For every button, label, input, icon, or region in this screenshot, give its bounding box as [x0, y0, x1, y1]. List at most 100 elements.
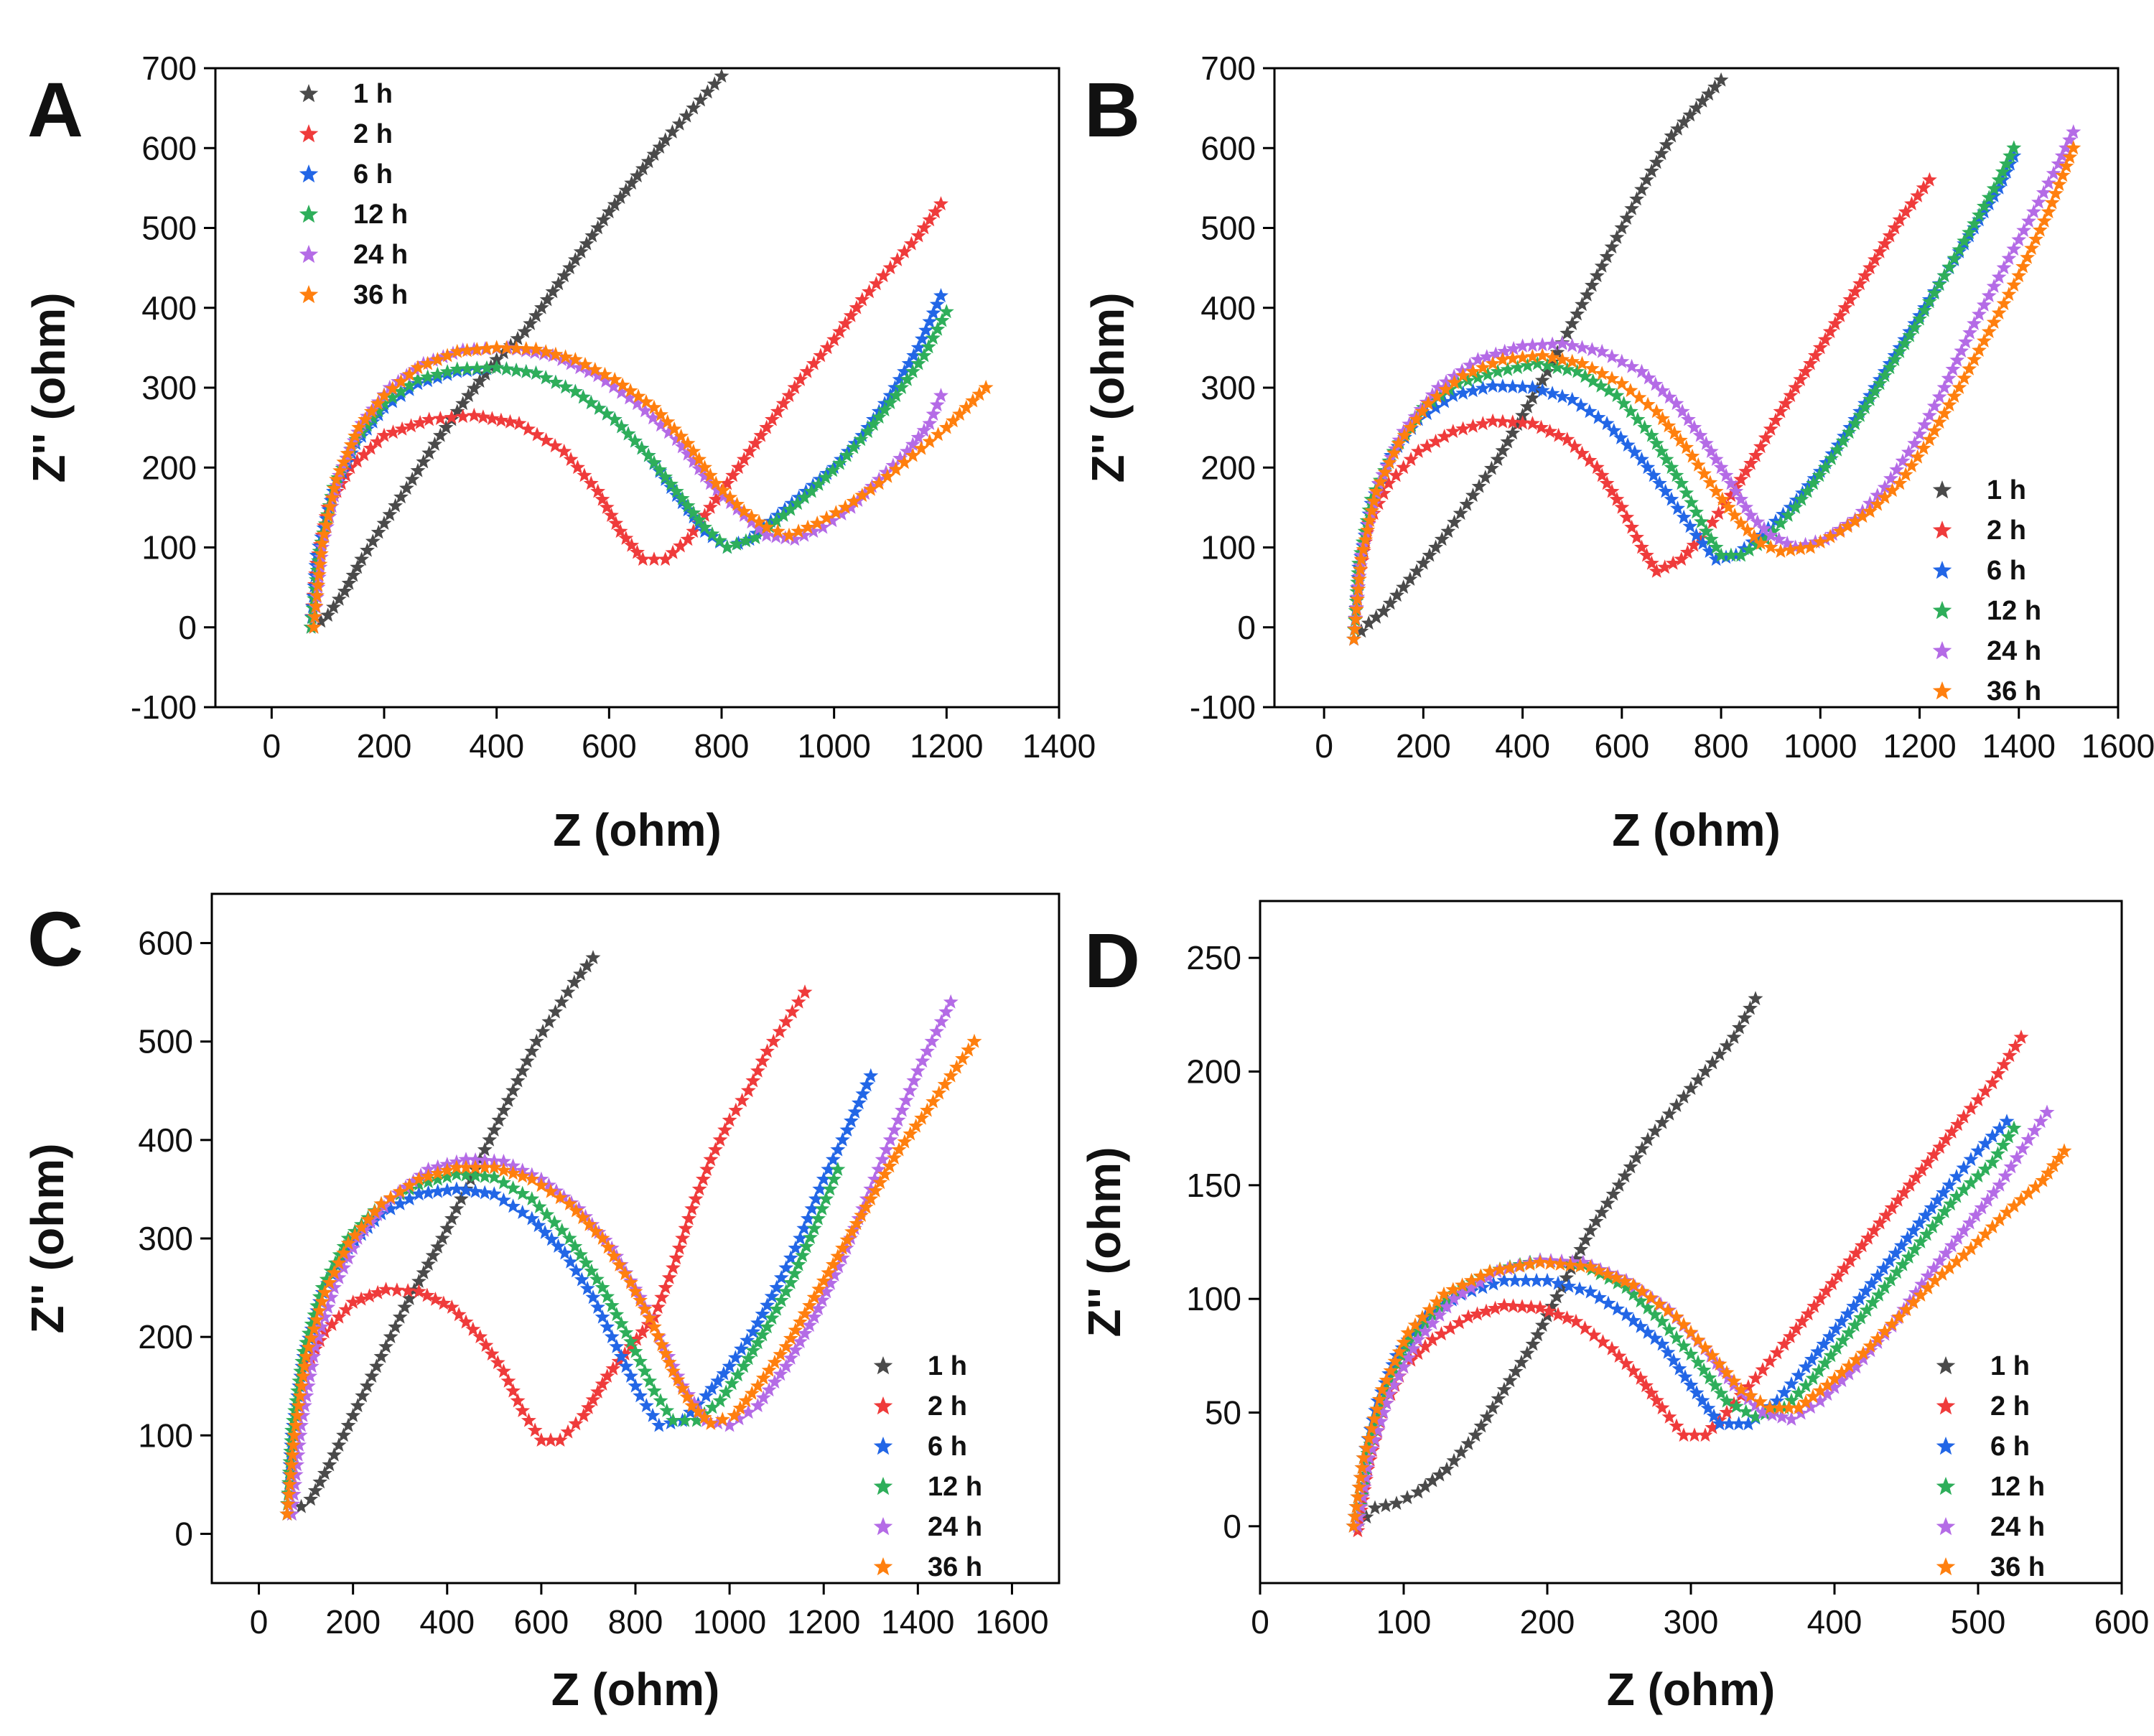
data-point-star: [1432, 1467, 1447, 1482]
data-point-star: [410, 371, 426, 386]
data-point-star: [295, 1407, 311, 1422]
data-point-star: [1847, 513, 1863, 528]
data-point-star: [551, 1238, 566, 1253]
data-point-star: [300, 1378, 316, 1393]
data-point-star: [1350, 591, 1366, 606]
data-point-star: [731, 1411, 747, 1426]
data-point-star: [1857, 399, 1873, 414]
data-point-star: [1409, 411, 1425, 426]
data-point-star: [1936, 380, 1952, 394]
data-point-star: [388, 498, 404, 513]
data-point-star: [1865, 1294, 1880, 1310]
data-point-star: [843, 307, 859, 322]
data-point-star: [1465, 363, 1481, 378]
data-point-star: [1803, 1399, 1819, 1414]
data-point-star: [1403, 452, 1419, 466]
data-point-star: [608, 515, 624, 530]
data-point-star: [510, 330, 526, 345]
data-point-star: [1661, 389, 1677, 404]
data-point-star: [1967, 215, 1982, 230]
data-point-star: [796, 1221, 812, 1236]
data-point-star: [595, 1279, 610, 1294]
data-point-star: [668, 1250, 684, 1265]
data-point-star: [1728, 483, 1744, 498]
data-point-star: [1824, 1276, 1840, 1290]
data-point-star: [595, 491, 610, 506]
data-point-star: [515, 1403, 531, 1417]
data-point-star: [755, 1390, 771, 1405]
data-point-star: [890, 252, 905, 266]
legend-marker-star: [299, 164, 319, 183]
data-point-star: [781, 388, 797, 402]
data-point-star: [1891, 1309, 1907, 1324]
data-point-star: [1601, 383, 1617, 398]
legend-label: 2 h: [928, 1391, 967, 1422]
data-point-star: [1414, 403, 1430, 419]
data-point-star: [397, 1299, 413, 1314]
data-point-star: [1921, 294, 1937, 309]
data-point-star: [825, 1152, 841, 1167]
data-point-star: [658, 132, 673, 146]
data-point-star: [1565, 1254, 1580, 1269]
data-point-star: [1647, 1123, 1663, 1138]
data-point-star: [717, 1122, 732, 1137]
data-point-star: [1633, 1293, 1649, 1308]
x-tick-label: 600: [1594, 727, 1649, 765]
y-tick-label: 700: [1200, 50, 1256, 87]
data-point-star: [556, 444, 572, 458]
series-6h: [303, 288, 948, 634]
data-point-star: [444, 409, 460, 424]
data-point-star: [1847, 1317, 1862, 1332]
data-point-star: [853, 431, 869, 447]
data-point-star: [595, 1231, 610, 1245]
data-point-star: [674, 439, 690, 454]
data-point-star: [1794, 491, 1809, 506]
data-point-star: [1378, 1498, 1394, 1513]
data-point-star: [1510, 360, 1526, 375]
data-point-star: [2008, 1038, 2023, 1053]
legend-marker-star: [1936, 1557, 1956, 1576]
data-point-star: [646, 1319, 662, 1334]
data-point-star: [949, 1059, 964, 1074]
data-point-star: [1768, 513, 1784, 528]
data-point-star: [1646, 467, 1661, 482]
data-point-star: [712, 1131, 728, 1147]
data-point-star: [336, 1260, 351, 1274]
data-point-star: [767, 1354, 783, 1369]
data-point-star: [690, 1404, 706, 1419]
data-point-star: [432, 411, 448, 425]
data-point-star: [765, 411, 780, 426]
legend-label: 6 h: [353, 159, 393, 190]
data-point-star: [430, 1183, 446, 1198]
legend-marker-star: [1932, 681, 1952, 700]
data-point-star: [770, 523, 785, 538]
series-layer: [1346, 72, 2081, 646]
data-point-star: [1950, 1116, 1966, 1131]
data-point-star: [1847, 416, 1863, 430]
data-point-star: [1949, 1169, 1964, 1183]
data-point-star: [1353, 561, 1369, 576]
data-point-star: [966, 1033, 982, 1048]
data-point-star: [1992, 1212, 2008, 1226]
data-point-star: [1463, 1272, 1479, 1287]
data-point-star: [1852, 276, 1868, 291]
data-point-star: [1626, 1363, 1641, 1378]
data-point-star: [363, 440, 378, 455]
data-point-star: [1871, 1287, 1887, 1302]
data-point-star: [299, 1388, 314, 1403]
data-point-star: [294, 1378, 309, 1393]
data-point-star: [1655, 383, 1670, 398]
data-point-star: [1740, 522, 1756, 537]
data-point-star: [1651, 1296, 1667, 1311]
data-point-star: [623, 1368, 638, 1383]
data-point-star: [823, 1275, 838, 1290]
data-point-star: [1573, 1241, 1589, 1256]
data-point-star: [1897, 335, 1913, 350]
data-point-star: [460, 360, 475, 375]
data-point-star: [849, 1215, 864, 1231]
data-point-star: [360, 417, 375, 432]
data-point-star: [1708, 483, 1724, 498]
data-point-star: [1366, 1411, 1382, 1426]
data-point-star: [524, 1043, 540, 1058]
y-tick-label: 100: [138, 1417, 193, 1454]
